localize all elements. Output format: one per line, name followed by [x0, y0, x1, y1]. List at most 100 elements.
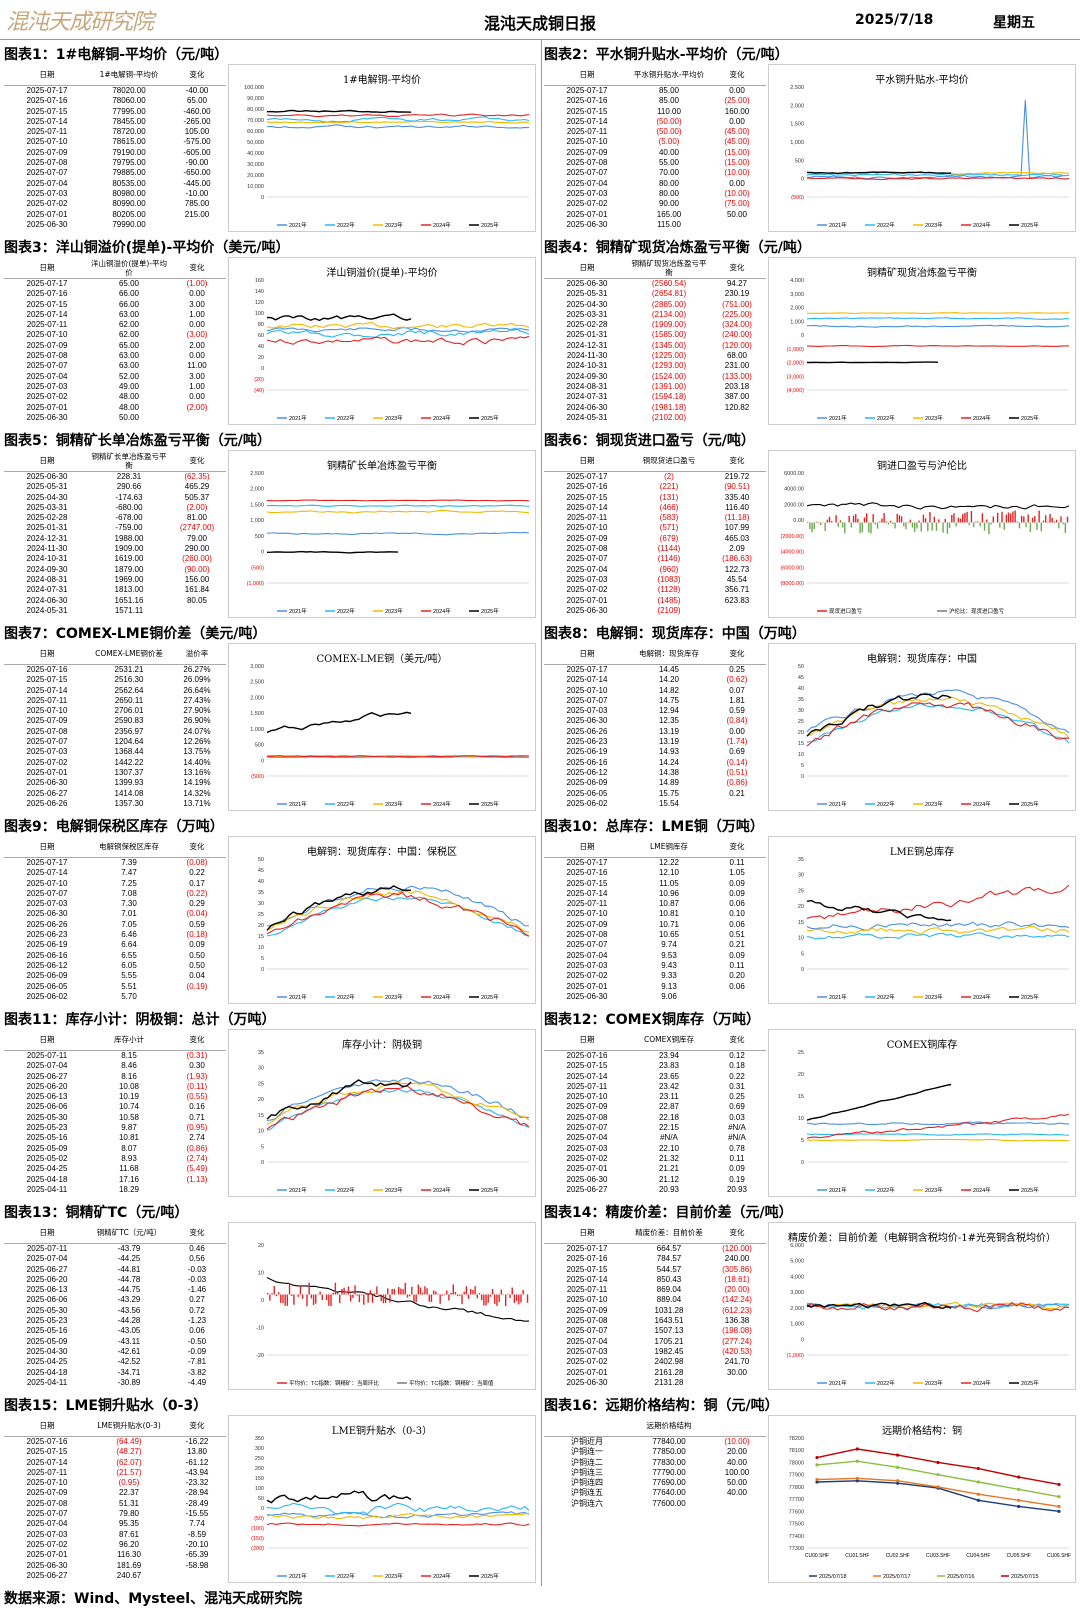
table-cell: 94.27 — [708, 279, 766, 289]
y-tick-label: 25 — [798, 719, 804, 725]
legend-label: 2022年 — [877, 414, 895, 422]
table-cell: 0.17 — [168, 879, 226, 889]
data-point — [1017, 1488, 1020, 1491]
table-header: 日期铜精矿现货冶炼盈亏平衡变化 — [544, 257, 766, 279]
data-point — [896, 1466, 899, 1469]
table-cell: 2025-06-30 — [544, 220, 630, 230]
table-cell: 26.64% — [168, 686, 226, 696]
bar — [879, 521, 880, 522]
table-cell: 87.61 — [90, 1530, 168, 1540]
bar — [398, 1287, 399, 1295]
table-cell: 0.11 — [708, 1154, 766, 1164]
y-tick-label: 60,000 — [247, 129, 264, 135]
legend-label: 2021年 — [289, 993, 307, 1001]
table-cell: 50.00 — [90, 413, 168, 423]
bar — [516, 1295, 517, 1301]
table-cell: 2025-07-02 — [4, 1540, 90, 1550]
table-cell: 785.00 — [168, 199, 226, 209]
table-cell: 0.06 — [708, 899, 766, 909]
table-cell: -44.25 — [90, 1254, 168, 1264]
table-cell: -0.03 — [168, 1265, 226, 1275]
y-tick-label: (50) — [254, 1516, 264, 1522]
bar — [509, 1295, 510, 1299]
bar — [936, 523, 937, 531]
table-cell: (25.00) — [708, 96, 766, 106]
y-tick-label: 45 — [258, 868, 264, 874]
table-cell: 0.25 — [708, 1092, 766, 1102]
table-cell: 2025-07-14 — [544, 1072, 630, 1082]
table-cell: 2024-08-31 — [4, 575, 90, 585]
table-cell: 14.19% — [168, 778, 226, 788]
table-cell: 2024-06-30 — [544, 403, 630, 413]
table-cell: 8.93 — [90, 1154, 168, 1164]
table-cell: (1146) — [630, 554, 708, 564]
legend-label: 2021年 — [289, 800, 307, 808]
data-point — [936, 1461, 939, 1464]
table-cell: (120.00) — [708, 341, 766, 351]
bar — [483, 1295, 484, 1306]
table-row: 2025-06-20-44.78-0.03 — [4, 1275, 226, 1285]
y-tick-label: 15 — [798, 920, 804, 926]
bar — [966, 512, 967, 523]
table-cell: 203.18 — [708, 382, 766, 392]
table-cell: (612.23) — [708, 1306, 766, 1316]
table-cell: 664.57 — [630, 1244, 708, 1254]
table-cell: 0.50 — [168, 951, 226, 961]
table-cell: 0.00 — [708, 117, 766, 127]
y-tick-label: 35 — [798, 697, 804, 703]
table-cell — [708, 799, 766, 809]
table-cell: 2025-07-17 — [544, 1244, 630, 1254]
table-cell: 0.31 — [708, 1082, 766, 1092]
bar — [376, 1286, 377, 1294]
table-cell: (0.95) — [90, 1478, 168, 1488]
table-cell: #N/A — [708, 1133, 766, 1143]
table-cell: 2590.83 — [90, 716, 168, 726]
series-line — [267, 893, 529, 937]
panel-title: 图表12：COMEX铜库存（万吨） — [544, 1009, 760, 1029]
table-cell: -23.32 — [168, 1478, 226, 1488]
table-cell: 544.57 — [630, 1265, 708, 1275]
y-tick-label: 35 — [258, 890, 264, 896]
column-header: 日期 — [544, 70, 630, 79]
table-cell: (0.18) — [168, 930, 226, 940]
legend-label: 2025/07/17 — [883, 1574, 911, 1580]
chart-svg: 350300250200150100500(50)(100)(150)(200)… — [229, 1416, 537, 1584]
series-line — [267, 1523, 529, 1526]
table-cell: 沪铜近月 — [544, 1437, 630, 1447]
bar — [422, 1293, 423, 1295]
table-cell: 14.32% — [168, 789, 226, 799]
table-cell: 3.00 — [168, 372, 226, 382]
bar — [512, 1288, 513, 1295]
panel-title: 图表14：精废价差：目前价差（元/吨） — [544, 1202, 793, 1222]
table-cell: -28.49 — [168, 1499, 226, 1509]
panel-title: 图表1：1#电解铜-平均价（元/吨） — [4, 44, 228, 64]
table-cell: 2025-01-31 — [544, 330, 630, 340]
table-cell: 沪铜连一 — [544, 1447, 630, 1457]
bar — [381, 1295, 382, 1302]
table-cell: 2025-05-31 — [544, 289, 630, 299]
legend-label: 2022年 — [337, 1572, 355, 1580]
table-cell: 2025-07-11 — [4, 320, 90, 330]
table-cell: -7.81 — [168, 1357, 226, 1367]
table-cell — [708, 1499, 766, 1509]
table-cell: 2025-07-15 — [544, 107, 630, 117]
table-cell: 869.04 — [630, 1285, 708, 1295]
table-cell: 2025-07-08 — [4, 351, 90, 361]
